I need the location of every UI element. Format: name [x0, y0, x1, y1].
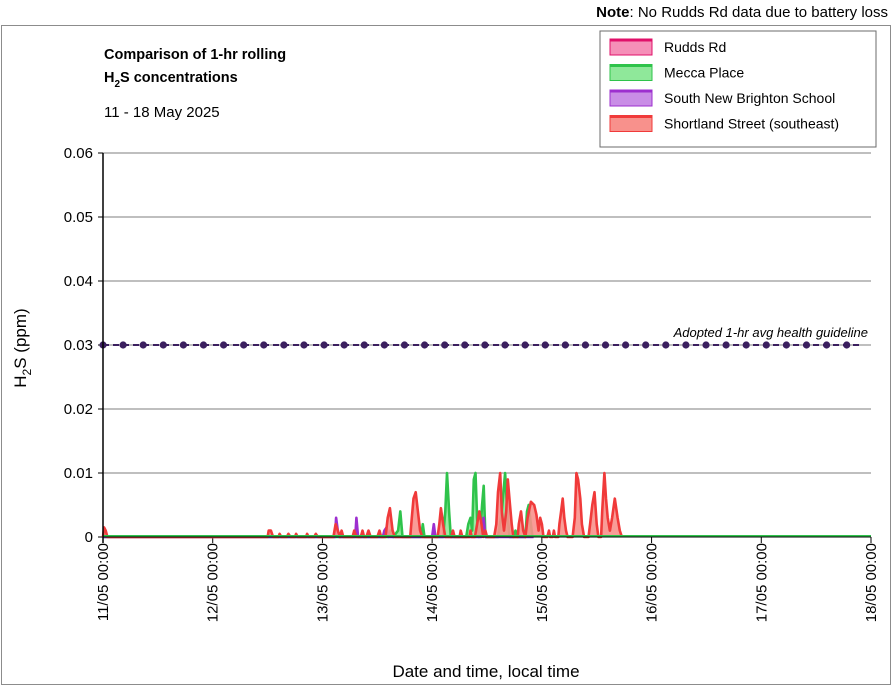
- guideline-marker: [179, 341, 187, 349]
- guideline-marker: [119, 341, 127, 349]
- guideline-marker: [320, 341, 328, 349]
- guideline-marker: [702, 341, 710, 349]
- guideline-marker: [481, 341, 489, 349]
- y-tick-label: 0.02: [64, 401, 93, 418]
- note-text: : No Rudds Rd data due to battery loss: [629, 4, 888, 21]
- y-tick-label: 0.01: [64, 465, 93, 482]
- ylabel-h: H: [11, 375, 30, 387]
- data-series: [101, 471, 871, 539]
- x-tick-label: 17/05 00:00: [753, 543, 770, 622]
- title-block: Comparison of 1-hr rolling H2S concentra…: [104, 47, 286, 121]
- x-tick-labels: 11/05 00:00 12/05 00:00 13/05 00:00 14/05 0…: [95, 537, 880, 622]
- guideline-marker: [642, 341, 650, 349]
- chart-frame: Comparison of 1-hr rolling H2S concentra…: [1, 25, 891, 685]
- guideline-marker: [561, 341, 569, 349]
- guideline-marker: [682, 341, 690, 349]
- guideline-marker: [762, 341, 770, 349]
- guideline-marker: [400, 341, 409, 349]
- guideline-marker: [159, 341, 167, 349]
- note-label: Note: [596, 4, 630, 21]
- y-tick-label: 0.03: [64, 337, 93, 354]
- guideline-marker: [441, 341, 449, 349]
- y-tick-label: 0: [85, 529, 93, 546]
- series-area: [103, 473, 622, 537]
- guideline-label: Adopted 1-hr avg health guideline: [673, 325, 868, 340]
- guideline-marker: [742, 341, 750, 349]
- chart-subtitle: 11 - 18 May 2025: [104, 104, 220, 121]
- legend: Rudds Rd Mecca Place South New Brighton Sc…: [599, 30, 877, 148]
- guideline-marker: [823, 341, 831, 349]
- guideline-marker: [782, 341, 791, 349]
- guideline-marker: [622, 341, 630, 349]
- x-tick-label: 15/05 00:00: [534, 543, 551, 622]
- guideline-marker: [581, 341, 590, 349]
- x-tick-label: 16/05 00:00: [644, 543, 661, 622]
- guideline-marker: [461, 341, 469, 349]
- guideline-marker: [280, 341, 288, 349]
- axes: [102, 153, 871, 543]
- y-tick-label: 0.06: [64, 145, 93, 162]
- guideline-marker: [300, 341, 308, 349]
- guideline-marker: [380, 341, 388, 349]
- title-subscript: 2: [114, 79, 120, 90]
- ylabel-rest: S (ppm): [11, 308, 30, 368]
- guideline-marker: [802, 341, 811, 349]
- title-h: H: [104, 70, 114, 86]
- chart-title-line1: Comparison of 1-hr rolling: [104, 47, 286, 63]
- x-tick-label: 18/05 00:00: [863, 543, 880, 622]
- y-tick-labels: 0 0.01 0.02 0.03 0.04 0.05 0.06: [64, 145, 103, 546]
- guideline-marker: [521, 341, 529, 349]
- x-tick-label: 12/05 00:00: [205, 543, 222, 622]
- guideline-marker: [199, 341, 208, 349]
- guideline-marker: [240, 341, 248, 349]
- x-tick-label: 14/05 00:00: [424, 543, 441, 622]
- title-rest: S concentrations: [120, 70, 238, 86]
- guideline-marker: [421, 341, 429, 349]
- data-note: Note: No Rudds Rd data due to battery lo…: [596, 4, 888, 21]
- guideline-marker: [843, 341, 851, 349]
- guideline-marker: [360, 341, 368, 349]
- x-tick-label: 11/05 00:00: [95, 543, 112, 621]
- guideline-marker: [662, 341, 670, 349]
- guideline-marker: [139, 341, 147, 349]
- guideline-marker: [722, 341, 730, 349]
- gridlines: [103, 152, 871, 474]
- chart-title-line2: H2S concentrations: [104, 70, 238, 90]
- legend-label: South New Brighton School: [664, 90, 835, 106]
- guideline-marker: [220, 341, 228, 349]
- guideline-marker: [260, 341, 268, 349]
- series-line: [101, 471, 624, 539]
- legend-label: Rudds Rd: [664, 39, 726, 55]
- guideline-marker: [601, 341, 610, 349]
- x-axis-title: Date and time, local time: [392, 662, 579, 681]
- y-tick-label: 0.05: [64, 209, 93, 226]
- guideline-marker: [340, 341, 348, 349]
- y-tick-label: 0.04: [64, 273, 93, 290]
- y-axis-title: H2S (ppm): [11, 308, 34, 387]
- h2s-chart: Comparison of 1-hr rolling H2S concentra…: [11, 30, 880, 681]
- legend-label: Mecca Place: [664, 65, 744, 81]
- guideline-marker: [541, 341, 549, 349]
- x-tick-label: 13/05 00:00: [314, 543, 331, 622]
- guideline-marker: [501, 341, 509, 349]
- ylabel-subscript: 2: [20, 368, 34, 375]
- series-line: [103, 471, 534, 539]
- legend-label: Shortland Street (southeast): [664, 116, 839, 132]
